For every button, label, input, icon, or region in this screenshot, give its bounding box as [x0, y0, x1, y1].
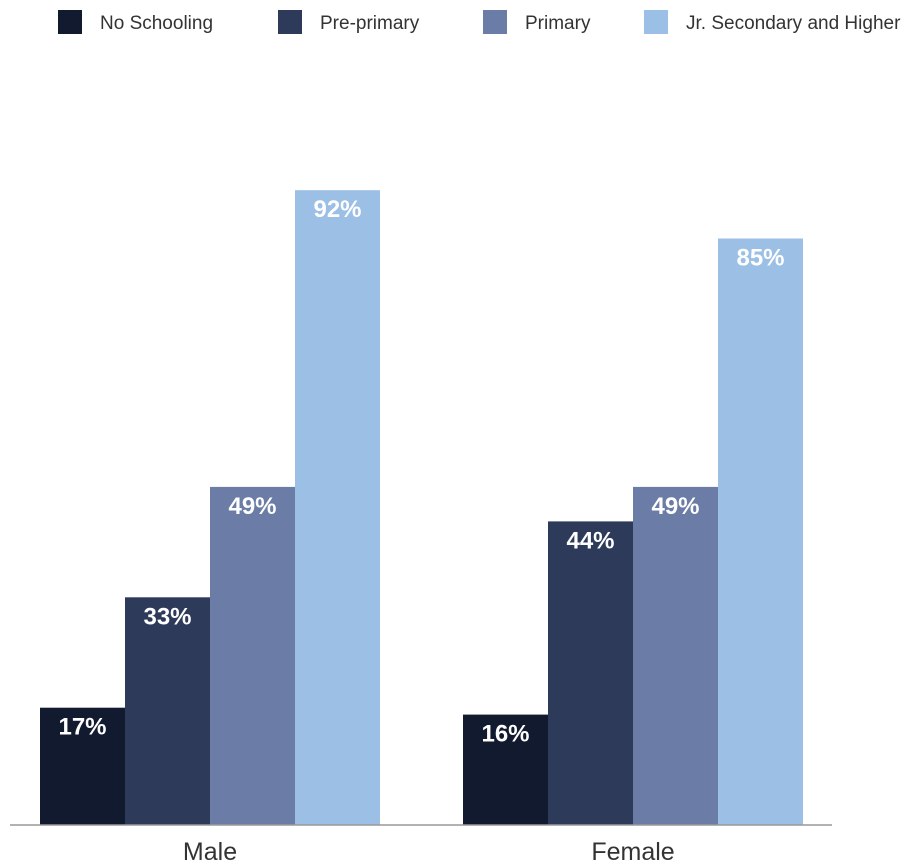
bar-male-1	[40, 707, 125, 825]
category-label-male: Male	[183, 838, 237, 865]
category-labels: Male Female	[183, 838, 675, 865]
legend-label-4: Jr. Secondary and Higher	[686, 13, 901, 34]
data-label: 49%	[228, 493, 276, 520]
data-label: 85%	[736, 245, 784, 272]
bar-female-4	[718, 238, 803, 825]
bar-female-1	[463, 714, 548, 825]
category-label-female: Female	[591, 838, 674, 865]
legend: No Schooling Pre-primary Primary Jr. Second…	[58, 10, 901, 34]
legend-label-2: Pre-primary	[320, 13, 420, 34]
bars: 17% 33% 49% 92% 16% 44% 49% 85%	[40, 190, 803, 825]
bar-male-3	[210, 486, 295, 825]
bar-female-3	[633, 486, 718, 825]
data-label: 33%	[143, 603, 191, 630]
legend-label-3: Primary	[525, 13, 591, 34]
data-label: 17%	[58, 714, 106, 741]
legend-swatch-2	[278, 10, 302, 34]
data-label: 44%	[566, 527, 614, 554]
bar-female-2	[548, 521, 633, 825]
bar-male-2	[125, 597, 210, 825]
data-label: 49%	[651, 493, 699, 520]
legend-label-1: No Schooling	[100, 13, 213, 34]
legend-swatch-1	[58, 10, 82, 34]
data-label: 92%	[313, 196, 361, 223]
bar-male-4	[295, 190, 380, 825]
legend-swatch-4	[644, 10, 668, 34]
data-label: 16%	[481, 721, 529, 748]
legend-swatch-3	[483, 10, 507, 34]
